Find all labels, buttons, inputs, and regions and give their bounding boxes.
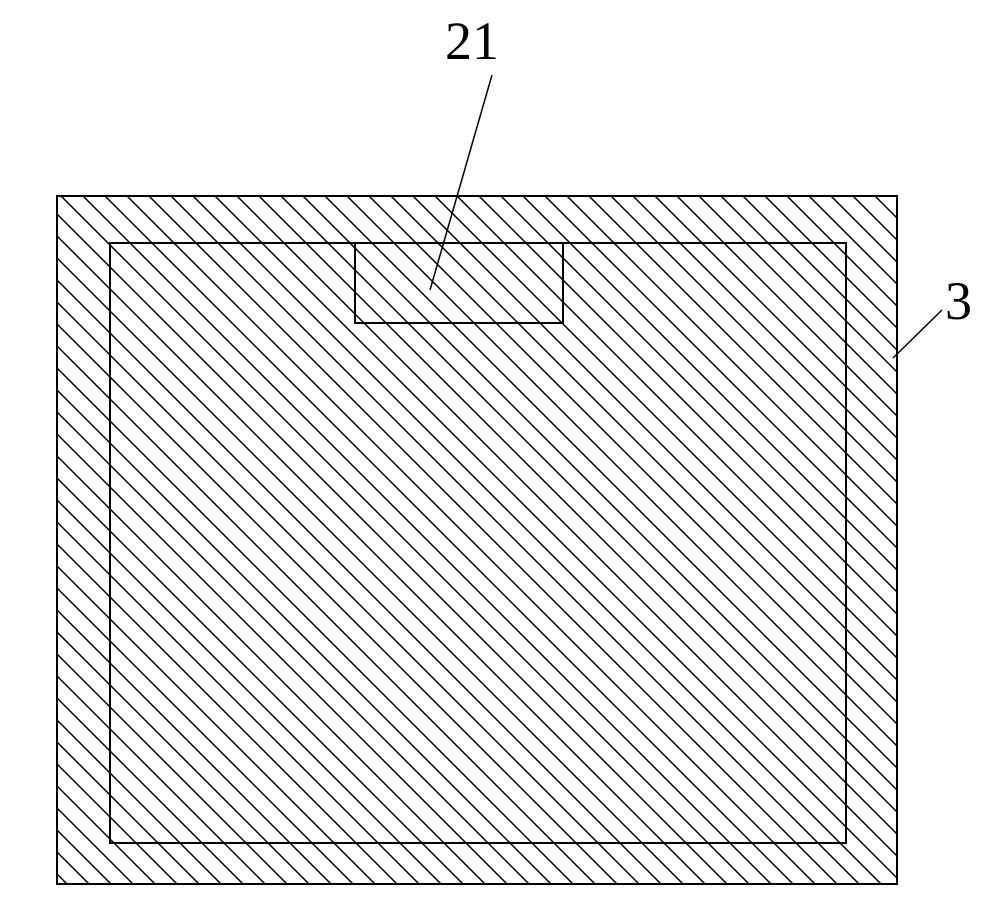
leader-line — [430, 75, 492, 290]
label-21: 21 — [445, 10, 499, 72]
notch-feature — [355, 243, 563, 323]
diagram-svg — [0, 0, 1000, 899]
technical-diagram: 21 3 — [0, 0, 1000, 899]
label-3: 3 — [945, 270, 972, 332]
leader-line — [893, 310, 942, 358]
